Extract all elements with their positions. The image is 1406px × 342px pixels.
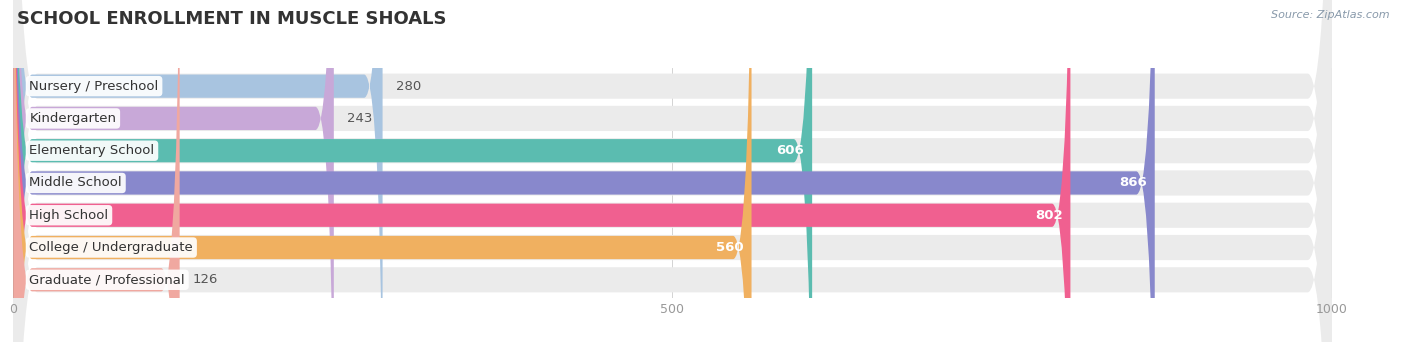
Text: 243: 243 — [347, 112, 373, 125]
Text: 606: 606 — [776, 144, 804, 157]
FancyBboxPatch shape — [14, 0, 333, 342]
FancyBboxPatch shape — [14, 0, 382, 342]
Text: 280: 280 — [395, 80, 420, 93]
Text: Kindergarten: Kindergarten — [30, 112, 117, 125]
FancyBboxPatch shape — [14, 0, 180, 342]
FancyBboxPatch shape — [14, 0, 813, 342]
FancyBboxPatch shape — [14, 0, 1331, 342]
Text: 126: 126 — [193, 273, 218, 286]
Text: 560: 560 — [716, 241, 744, 254]
Text: Source: ZipAtlas.com: Source: ZipAtlas.com — [1271, 10, 1389, 20]
Text: Graduate / Professional: Graduate / Professional — [30, 273, 186, 286]
FancyBboxPatch shape — [14, 0, 1331, 342]
Text: College / Undergraduate: College / Undergraduate — [30, 241, 193, 254]
FancyBboxPatch shape — [14, 0, 752, 342]
Text: 802: 802 — [1035, 209, 1063, 222]
FancyBboxPatch shape — [14, 0, 1070, 342]
Text: Elementary School: Elementary School — [30, 144, 155, 157]
Text: SCHOOL ENROLLMENT IN MUSCLE SHOALS: SCHOOL ENROLLMENT IN MUSCLE SHOALS — [17, 10, 446, 28]
Text: 866: 866 — [1119, 176, 1147, 189]
FancyBboxPatch shape — [14, 0, 1331, 342]
Text: Nursery / Preschool: Nursery / Preschool — [30, 80, 159, 93]
FancyBboxPatch shape — [14, 0, 1331, 342]
Text: Middle School: Middle School — [30, 176, 122, 189]
FancyBboxPatch shape — [14, 0, 1331, 342]
FancyBboxPatch shape — [14, 0, 1331, 342]
FancyBboxPatch shape — [14, 0, 1331, 342]
FancyBboxPatch shape — [14, 0, 1154, 342]
Text: High School: High School — [30, 209, 108, 222]
